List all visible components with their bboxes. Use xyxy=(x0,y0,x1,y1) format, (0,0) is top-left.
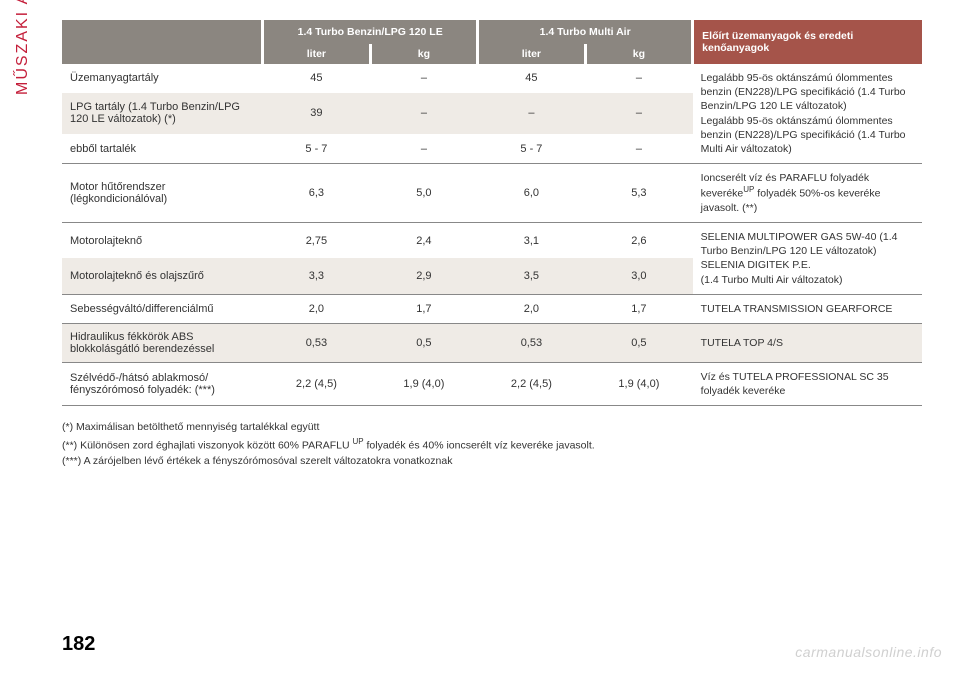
row-label: Motorolajteknő és olajszűrő xyxy=(62,258,263,294)
header-recommend: Előírt üzemanyagok és eredeti kenőanyago… xyxy=(693,20,922,64)
cell: – xyxy=(370,93,478,135)
cell: 2,2 (4,5) xyxy=(478,362,586,405)
cell: 1,7 xyxy=(585,294,693,323)
footnote: (*) Maximálisan betölthető mennyiség tar… xyxy=(62,420,922,436)
cell: 3,5 xyxy=(478,258,586,294)
row-label: Motorolajteknő xyxy=(62,223,263,259)
row-label: Üzemanyagtartály xyxy=(62,64,263,93)
cell: – xyxy=(370,64,478,93)
header-sub-liter: liter xyxy=(263,44,371,64)
table-row: Sebességváltó/differenciálmű 2,0 1,7 2,0… xyxy=(62,294,922,323)
recommend-cell: Legalább 95-ös oktánszámú ólommentes ben… xyxy=(693,64,922,164)
cell: 3,3 xyxy=(263,258,371,294)
cell: 1,9 (4,0) xyxy=(370,362,478,405)
header-sub-liter: liter xyxy=(478,44,586,64)
table-row: Motor hűtőrendszer (légkondicionálóval) … xyxy=(62,164,922,223)
cell: 6,3 xyxy=(263,164,371,223)
page-number: 182 xyxy=(62,633,95,656)
t: folyadék és 40% ioncserélt víz keveréke … xyxy=(364,440,595,452)
cell: 1,7 xyxy=(370,294,478,323)
cell: 2,75 xyxy=(263,223,371,259)
spec-table: 1.4 Turbo Benzin/LPG 120 LE 1.4 Turbo Mu… xyxy=(62,20,922,406)
cell: 2,6 xyxy=(585,223,693,259)
table-row: Motorolajteknő 2,75 2,4 3,1 2,6 SELENIA … xyxy=(62,223,922,259)
cell: – xyxy=(370,134,478,163)
cell: 2,0 xyxy=(478,294,586,323)
recommend-cell: Ioncserélt víz és PARAFLU folyadék kever… xyxy=(693,164,922,223)
row-label: Motor hűtőrendszer (légkondicionálóval) xyxy=(62,164,263,223)
main-content: 1.4 Turbo Benzin/LPG 120 LE 1.4 Turbo Mu… xyxy=(62,20,922,470)
cell: – xyxy=(585,93,693,135)
cell: 45 xyxy=(478,64,586,93)
row-label: LPG tartály (1.4 Turbo Benzin/LPG 120 LE… xyxy=(62,93,263,135)
watermark: carmanualsonline.info xyxy=(795,644,942,660)
footnote: (**) Különösen zord éghajlati viszonyok … xyxy=(62,436,922,454)
header-empty xyxy=(62,20,263,64)
cell: 2,2 (4,5) xyxy=(263,362,371,405)
cell: 6,0 xyxy=(478,164,586,223)
recommend-cell: SELENIA MULTIPOWER GAS 5W-40 (1.4 Turbo … xyxy=(693,223,922,295)
cell: 45 xyxy=(263,64,371,93)
cell: 39 xyxy=(263,93,371,135)
row-label: Szélvédő-/hátsó ablakmosó/ fényszórómosó… xyxy=(62,362,263,405)
cell: – xyxy=(478,93,586,135)
cell: 2,0 xyxy=(263,294,371,323)
cell: – xyxy=(585,134,693,163)
cell: 0,5 xyxy=(585,323,693,362)
header-group-2: 1.4 Turbo Multi Air xyxy=(478,20,693,44)
cell: 0,5 xyxy=(370,323,478,362)
footnote: (***) A zárójelben lévő értékek a fénysz… xyxy=(62,454,922,470)
table-row: Üzemanyagtartály 45 – 45 – Legalább 95-ö… xyxy=(62,64,922,93)
cell: 5 - 7 xyxy=(478,134,586,163)
row-label: Sebességváltó/differenciálmű xyxy=(62,294,263,323)
header-sub-kg: kg xyxy=(370,44,478,64)
cell: 0,53 xyxy=(478,323,586,362)
recommend-cell: TUTELA TRANSMISSION GEARFORCE xyxy=(693,294,922,323)
cell: 2,4 xyxy=(370,223,478,259)
footnotes: (*) Maximálisan betölthető mennyiség tar… xyxy=(62,420,922,470)
sup: UP xyxy=(743,185,754,194)
cell: 1,9 (4,0) xyxy=(585,362,693,405)
row-label: Hidraulikus fékkörök ABS blokkolásgátló … xyxy=(62,323,263,362)
header-sub-kg: kg xyxy=(585,44,693,64)
recommend-cell: TUTELA TOP 4/S xyxy=(693,323,922,362)
table-row: Hidraulikus fékkörök ABS blokkolásgátló … xyxy=(62,323,922,362)
cell: 3,0 xyxy=(585,258,693,294)
recommend-cell: Víz és TUTELA PROFESSIONAL SC 35 folyadé… xyxy=(693,362,922,405)
cell: 3,1 xyxy=(478,223,586,259)
section-title: MŰSZAKI ADATOK xyxy=(14,0,32,95)
sup: UP xyxy=(352,437,363,446)
cell: 5,3 xyxy=(585,164,693,223)
row-label: ebből tartalék xyxy=(62,134,263,163)
cell: 5 - 7 xyxy=(263,134,371,163)
cell: 2,9 xyxy=(370,258,478,294)
table-row: Szélvédő-/hátsó ablakmosó/ fényszórómosó… xyxy=(62,362,922,405)
cell: 5,0 xyxy=(370,164,478,223)
header-group-1: 1.4 Turbo Benzin/LPG 120 LE xyxy=(263,20,478,44)
cell: 0,53 xyxy=(263,323,371,362)
cell: – xyxy=(585,64,693,93)
t: (**) Különösen zord éghajlati viszonyok … xyxy=(62,440,352,452)
